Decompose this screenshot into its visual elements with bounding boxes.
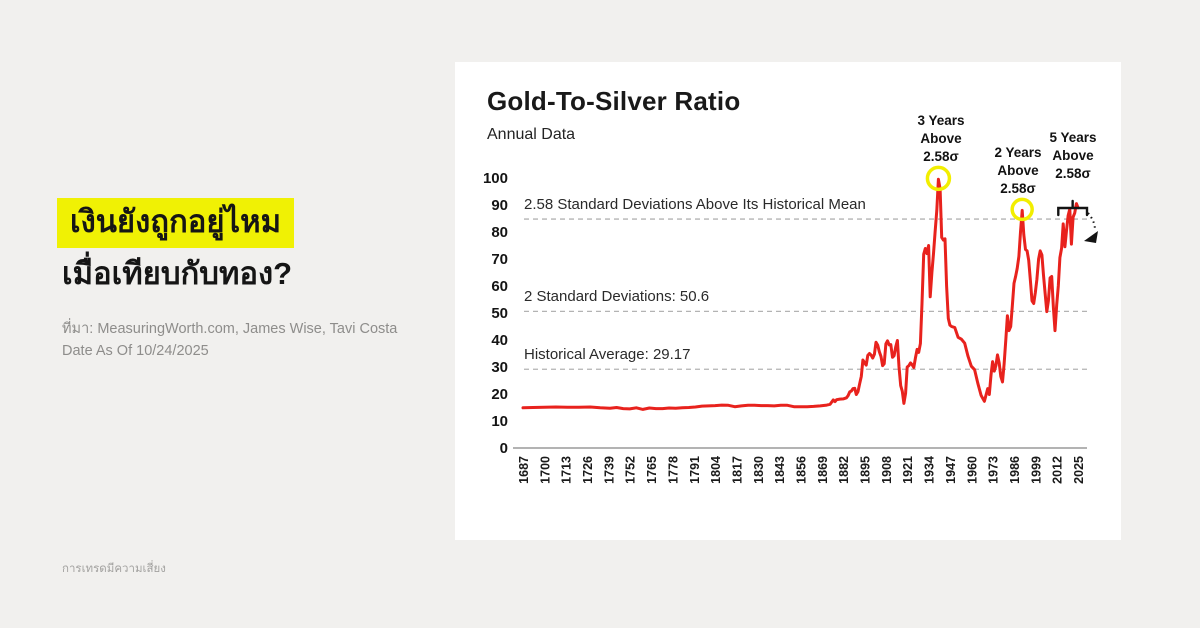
svg-text:1908: 1908 [880,456,894,484]
gold-silver-ratio-line-chart: 0 10 20 30 40 50 60 70 80 90 100 1687 1700 1713 1726 17… [483,165,1098,484]
svg-text:1778: 1778 [666,456,680,484]
disclaimer-text: การเทรดมีความเสี่ยง [62,563,166,575]
annotation-5-years-above: 5 Years Above 2.58σ [1049,130,1097,181]
svg-text:80: 80 [491,224,508,241]
chart-card: Gold-To-Silver Ratio Annual Data 0 10 20 30… [455,62,1121,540]
headline-highlighted: เงินยังถูกอยู่ไหม [57,198,295,248]
svg-text:1973: 1973 [987,456,1001,484]
svg-text:1752: 1752 [624,456,638,484]
svg-text:1739: 1739 [602,456,616,484]
svg-text:1687: 1687 [517,456,531,484]
svg-text:1830: 1830 [752,456,766,484]
svg-text:2025: 2025 [1072,456,1086,484]
svg-text:100: 100 [483,170,508,187]
headline-line2: เมื่อเทียบกับทอง? [62,255,293,291]
annotation-2-years-above: 2 Years Above 2.58σ [994,145,1042,196]
svg-text:60: 60 [491,278,508,295]
svg-text:1921: 1921 [901,456,915,484]
svg-text:1986: 1986 [1008,456,1022,484]
ref-line-label-2-sigma: 2 Standard Deviations: 50.6 [524,288,710,305]
svg-text:40: 40 [491,332,508,349]
svg-text:70: 70 [491,251,508,268]
svg-text:1713: 1713 [560,456,574,484]
svg-text:1934: 1934 [923,456,937,484]
svg-text:1869: 1869 [816,456,830,484]
left-panel: เงินยังถูกอยู่ไหม เมื่อเทียบกับทอง? [57,198,437,292]
svg-text:1856: 1856 [795,456,809,484]
svg-text:1843: 1843 [773,456,787,484]
svg-text:1817: 1817 [730,456,744,484]
svg-text:1726: 1726 [581,456,595,484]
svg-text:1804: 1804 [709,456,723,484]
svg-text:2012: 2012 [1051,456,1065,484]
source-line1: ที่มา: MeasuringWorth.com, James Wise, T… [62,321,398,337]
source-citation: ที่มา: MeasuringWorth.com, James Wise, T… [62,318,462,362]
svg-text:1765: 1765 [645,456,659,484]
svg-text:50: 50 [491,305,508,322]
svg-text:1999: 1999 [1029,456,1043,484]
svg-text:0: 0 [500,440,508,457]
ref-line-label-historical-average: Historical Average: 29.17 [524,346,691,363]
svg-text:1947: 1947 [944,456,958,484]
source-line2: Date As Of 10/24/2025 [62,343,209,359]
ref-line-label-2-58-sigma: 2.58 Standard Deviations Above Its Histo… [524,196,866,213]
annotation-3-years-above: 3 Years Above 2.58σ [917,113,965,164]
svg-text:1895: 1895 [859,456,873,484]
chart-subtitle: Annual Data [487,126,576,143]
chart-title: Gold-To-Silver Ratio [487,86,741,116]
svg-text:20: 20 [491,386,508,403]
svg-text:1960: 1960 [965,456,979,484]
svg-text:90: 90 [491,197,508,214]
svg-text:10: 10 [491,413,508,430]
svg-text:1700: 1700 [538,456,552,484]
svg-text:30: 30 [491,359,508,376]
svg-text:1791: 1791 [688,456,702,484]
svg-text:1882: 1882 [837,456,851,484]
